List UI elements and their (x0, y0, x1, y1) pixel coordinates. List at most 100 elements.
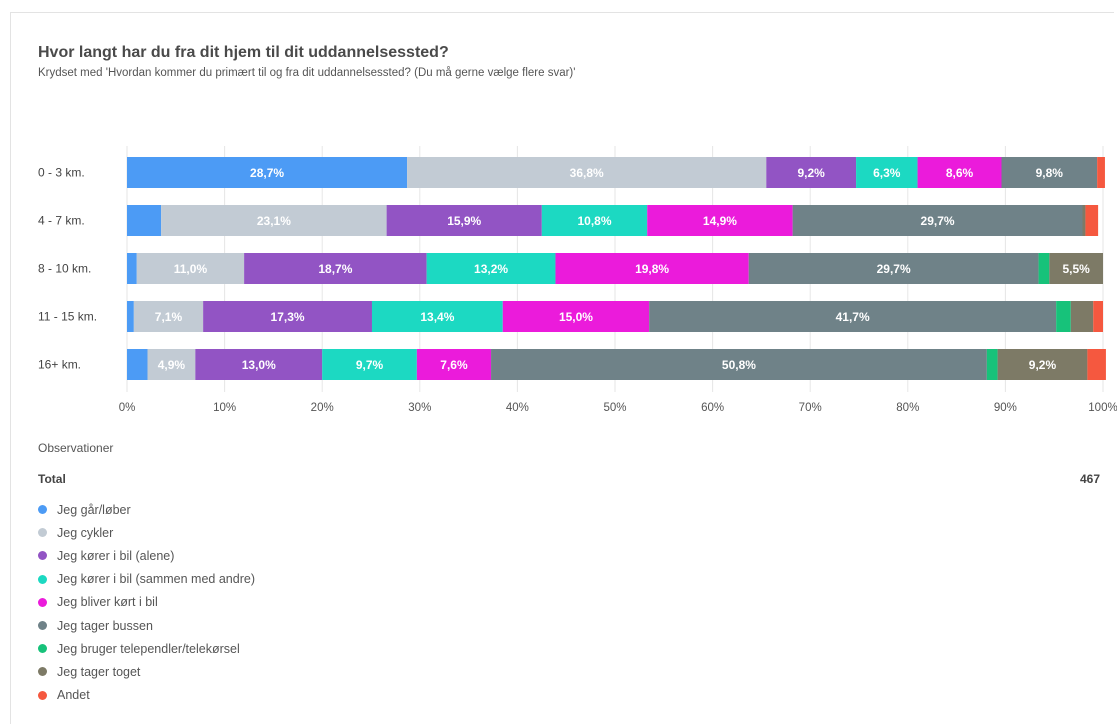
bar-segment (322, 349, 417, 380)
data-label: 29,7% (877, 262, 911, 276)
bar-segment (416, 349, 492, 380)
bar-segment (127, 253, 137, 284)
x-tick-label: 0% (119, 402, 136, 414)
y-category-label: 11 - 15 km. (38, 310, 97, 324)
bar-segment (161, 205, 387, 236)
legend-label: Jeg går/løber (57, 502, 131, 517)
x-tick-label: 20% (311, 402, 334, 414)
legend-label: Jeg tager toget (57, 664, 141, 679)
bar-segment (555, 253, 749, 284)
bar-segment (766, 157, 857, 188)
bar-segment (244, 253, 427, 284)
legend-item[interactable]: Jeg cykler (38, 521, 255, 544)
bar-segment (748, 253, 1039, 284)
chart-legend: Jeg går/løber Jeg cykler Jeg kører i bil (… (38, 498, 255, 707)
legend-dot-icon (38, 505, 47, 515)
bar-segment (1001, 157, 1098, 188)
legend-item[interactable]: Jeg bruger telependler/telekørsel (38, 637, 255, 660)
bar-segment (133, 301, 204, 332)
bar-segment (426, 253, 556, 284)
x-tick-label: 60% (701, 402, 724, 414)
bar-segment (792, 205, 1083, 236)
data-label: 19,8% (635, 262, 669, 276)
bar-segment (127, 205, 162, 236)
data-label: 13,0% (242, 358, 276, 372)
x-tick-label: 50% (603, 402, 626, 414)
bar-segment (491, 349, 987, 380)
bar-segment (1049, 253, 1103, 284)
legend-dot-icon (38, 574, 47, 584)
bar-segment (647, 205, 793, 236)
bar-segment (502, 301, 650, 332)
data-label: 5,5% (1062, 262, 1090, 276)
legend-label: Jeg bliver kørt i bil (57, 595, 158, 610)
data-label: 9,2% (797, 166, 825, 180)
bar-segment (1085, 205, 1099, 236)
data-label: 29,7% (921, 214, 955, 228)
legend-label: Jeg tager bussen (57, 618, 153, 633)
data-label: 15,9% (447, 214, 481, 228)
legend-item[interactable]: Jeg tager bussen (38, 614, 255, 637)
bar-segment (371, 301, 503, 332)
bar-segment (127, 301, 134, 332)
legend-label: Jeg kører i bil (alene) (57, 548, 175, 563)
data-label: 14,9% (703, 214, 737, 228)
legend-item[interactable]: Jeg går/løber (38, 498, 255, 521)
legend-dot-icon (38, 597, 47, 607)
data-label: 10,8% (577, 214, 611, 228)
data-label: 9,8% (1036, 166, 1064, 180)
legend-dot-icon (38, 528, 47, 538)
data-label: 4,9% (158, 358, 186, 372)
data-label: 9,7% (356, 358, 384, 372)
data-label: 9,2% (1029, 358, 1057, 372)
bar-segment (986, 349, 998, 380)
x-tick-label: 10% (213, 402, 236, 414)
data-label: 50,8% (722, 358, 756, 372)
bar-segment (1087, 349, 1106, 380)
data-label: 6,3% (873, 166, 901, 180)
legend-label: Jeg cykler (57, 525, 114, 540)
total-value: 467 (1079, 472, 1100, 486)
legend-item[interactable]: Jeg kører i bil (sammen med andre) (38, 568, 255, 591)
bar-segment (1093, 301, 1103, 332)
legend-label: Andet (57, 688, 90, 703)
total-label: Total (38, 472, 66, 486)
bar-segment (136, 253, 245, 284)
y-category-label: 16+ km. (38, 358, 81, 372)
data-label: 15,0% (559, 310, 593, 324)
bar-segment (1056, 301, 1071, 332)
data-label: 23,1% (257, 214, 291, 228)
bar-segment (386, 205, 542, 236)
chart-subtitle: Krydset med 'Hvordan kommer du primært t… (38, 67, 576, 79)
bar-segment (917, 157, 1002, 188)
legend-label: Jeg bruger telependler/telekørsel (57, 641, 240, 656)
data-label: 17,3% (271, 310, 305, 324)
y-category-label: 8 - 10 km. (38, 262, 91, 276)
legend-item[interactable]: Jeg kører i bil (alene) (38, 544, 255, 567)
legend-dot-icon (38, 551, 47, 561)
data-label: 36,8% (570, 166, 604, 180)
data-label: 7,1% (155, 310, 183, 324)
legend-dot-icon (38, 690, 47, 700)
y-category-label: 4 - 7 km. (38, 214, 85, 228)
legend-dot-icon (38, 644, 47, 654)
legend-item[interactable]: Jeg tager toget (38, 660, 255, 683)
x-tick-label: 80% (896, 402, 919, 414)
legend-item[interactable]: Jeg bliver kørt i bil (38, 591, 255, 614)
bar-segment (1070, 301, 1094, 332)
data-label: 13,4% (420, 310, 454, 324)
legend-item[interactable]: Andet (38, 684, 255, 707)
data-label: 7,6% (440, 358, 468, 372)
x-tick-label: 90% (994, 402, 1017, 414)
bar-segment (1038, 253, 1050, 284)
data-label: 28,7% (250, 166, 284, 180)
bar-segment (147, 349, 196, 380)
observations-heading: Observationer (38, 441, 114, 455)
data-label: 41,7% (836, 310, 870, 324)
bar-segment (195, 349, 323, 380)
data-label: 11,0% (174, 262, 208, 276)
chart-title: Hvor langt har du fra dit hjem til dit u… (38, 44, 449, 61)
chart-card (10, 12, 1114, 724)
y-category-label: 0 - 3 km. (38, 166, 85, 180)
